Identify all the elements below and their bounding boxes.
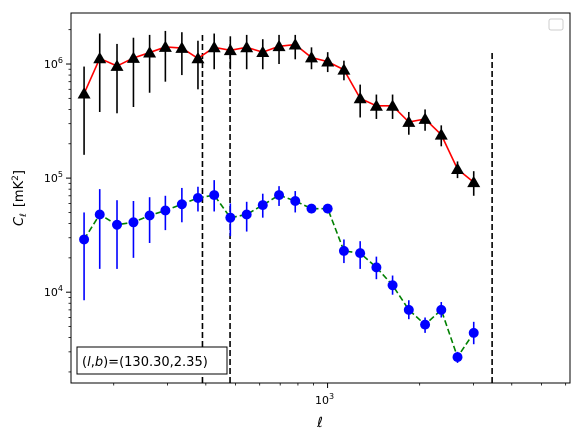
marker-s0-2 — [110, 59, 124, 71]
marker-s1-3 — [128, 217, 139, 228]
marker-s0-17 — [353, 91, 367, 104]
marker-s1-24 — [468, 327, 479, 338]
plot-area — [77, 30, 493, 383]
marker-s1-19 — [387, 280, 398, 291]
y-tick-label-0: 104 — [44, 284, 63, 299]
marker-s1-22 — [436, 304, 447, 315]
marker-s0-11 — [256, 45, 270, 58]
marker-s0-24 — [467, 175, 481, 188]
marker-s1-0 — [79, 234, 90, 245]
marker-s1-7 — [192, 192, 203, 203]
axis-ticks: 104 105 106 103 — [44, 29, 567, 407]
marker-s0-7 — [191, 51, 205, 64]
marker-s0-13 — [288, 38, 302, 50]
marker-s1-15 — [322, 203, 333, 214]
marker-s1-6 — [176, 199, 187, 210]
coordinate-annotation: (l,b)=(130.30,2.35) — [76, 346, 228, 375]
marker-s0-22 — [434, 128, 448, 140]
marker-s1-21 — [420, 319, 431, 330]
series-line-0 — [83, 43, 475, 183]
marker-s1-9 — [225, 212, 236, 223]
annotation-text: (l,b)=(130.30,2.35) — [82, 355, 208, 370]
marker-s1-16 — [338, 245, 349, 256]
marker-s0-9 — [223, 43, 237, 56]
marker-s0-14 — [304, 51, 318, 63]
marker-s0-3 — [126, 51, 140, 63]
marker-s1-1 — [94, 209, 105, 220]
marker-s0-0 — [77, 87, 91, 99]
marker-s1-14 — [306, 203, 317, 214]
series-line-1 — [83, 194, 475, 359]
marker-s0-19 — [386, 99, 400, 111]
marker-s0-16 — [337, 63, 351, 75]
legend-box — [548, 18, 564, 31]
y-tick-label-1: 105 — [44, 170, 63, 185]
marker-s1-13 — [290, 196, 301, 207]
marker-s1-11 — [257, 200, 268, 211]
marker-s0-8 — [207, 40, 221, 53]
marker-s0-15 — [321, 55, 335, 67]
marker-s0-20 — [402, 115, 416, 127]
marker-s0-12 — [272, 39, 286, 52]
x-tick-label-0: 103 — [315, 392, 334, 407]
marker-s1-17 — [355, 248, 366, 259]
marker-s1-5 — [160, 205, 171, 216]
x-axis-label: ℓ — [316, 415, 323, 431]
marker-s0-10 — [240, 40, 254, 53]
marker-s1-4 — [144, 210, 155, 221]
marker-s0-18 — [369, 99, 383, 111]
y-axis-label: Cℓ[mK2] — [11, 170, 29, 226]
marker-s1-10 — [241, 209, 252, 220]
marker-s1-18 — [371, 262, 382, 273]
marker-s0-4 — [143, 46, 157, 58]
y-tick-label-2: 106 — [44, 56, 63, 71]
annotation-box — [76, 346, 228, 375]
marker-s0-6 — [175, 41, 189, 53]
marker-s1-20 — [403, 304, 414, 315]
marker-s1-23 — [452, 352, 463, 363]
marker-s0-1 — [93, 51, 107, 64]
marker-s0-21 — [418, 112, 432, 124]
marker-s1-12 — [274, 190, 285, 201]
marker-s1-2 — [112, 219, 123, 230]
marker-s0-5 — [158, 40, 172, 52]
marker-s0-23 — [451, 162, 465, 174]
axes-frame — [70, 12, 571, 384]
marker-s1-8 — [209, 190, 220, 201]
